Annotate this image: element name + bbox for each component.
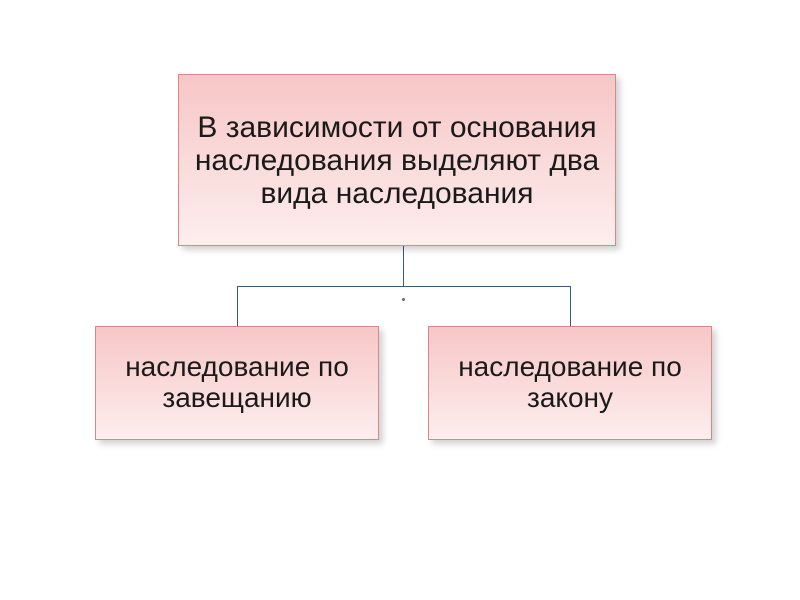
- decor-dot: [402, 298, 405, 301]
- connector-drop-right: [570, 286, 571, 326]
- node-right: наследование по закону: [428, 326, 712, 440]
- node-left-label: наследование по завещанию: [96, 348, 378, 418]
- connector-drop-left: [237, 286, 238, 326]
- node-root: В зависимости от основания наследования …: [178, 74, 616, 246]
- diagram-canvas: В зависимости от основания наследования …: [0, 0, 800, 600]
- connector-stem: [403, 246, 404, 286]
- connector-bar: [237, 286, 570, 287]
- node-left: наследование по завещанию: [95, 326, 379, 440]
- node-right-label: наследование по закону: [429, 348, 711, 418]
- node-root-label: В зависимости от основания наследования …: [179, 107, 615, 214]
